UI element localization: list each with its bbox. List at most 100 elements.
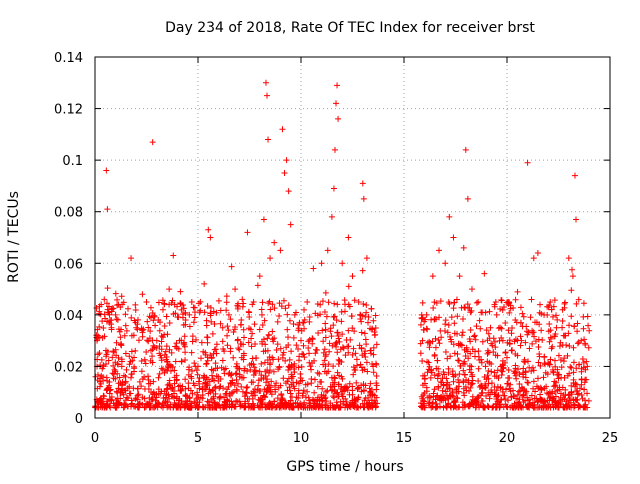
noise-point: [270, 368, 277, 375]
noise-point: [174, 313, 181, 320]
noise-point: [477, 401, 484, 408]
noise-point: [572, 383, 579, 390]
noise-point: [155, 374, 162, 381]
noise-point: [442, 348, 449, 355]
data-point: [530, 255, 537, 262]
noise-point: [110, 375, 117, 382]
noise-point: [502, 349, 509, 356]
noise-point: [331, 374, 338, 381]
noise-point: [172, 310, 179, 317]
noise-point: [166, 319, 173, 326]
noise-point: [338, 308, 345, 315]
noise-point: [367, 380, 374, 387]
noise-point: [182, 309, 189, 316]
noise-point: [358, 388, 365, 395]
data-point: [238, 317, 245, 324]
noise-point: [499, 306, 506, 313]
noise-point: [214, 401, 221, 408]
noise-point: [236, 373, 243, 380]
noise-point: [479, 309, 486, 316]
noise-point: [106, 390, 113, 397]
noise-point: [568, 382, 575, 389]
noise-point: [315, 404, 322, 411]
noise-point: [297, 370, 304, 377]
noise-point: [515, 388, 522, 395]
noise-point: [363, 309, 370, 316]
noise-point: [430, 393, 437, 400]
noise-point: [322, 353, 329, 360]
noise-point: [309, 336, 316, 343]
noise-point: [219, 357, 226, 364]
data-point: [139, 291, 146, 298]
noise-point: [197, 298, 204, 305]
noise-point: [271, 335, 278, 342]
noise-point: [534, 375, 541, 382]
noise-point: [579, 355, 586, 362]
noise-point: [523, 323, 530, 330]
noise-point: [116, 374, 123, 381]
noise-point: [545, 328, 552, 335]
noise-point: [298, 363, 305, 370]
noise-point: [115, 380, 122, 387]
noise-point: [285, 302, 292, 309]
noise-point: [323, 313, 330, 320]
noise-point: [196, 309, 203, 316]
noise-point: [431, 316, 438, 323]
noise-point: [373, 373, 380, 380]
noise-point: [548, 345, 555, 352]
noise-point: [239, 296, 246, 303]
noise-point: [188, 375, 195, 382]
noise-point: [327, 328, 334, 335]
noise-point: [266, 353, 273, 360]
noise-point: [509, 347, 516, 354]
noise-point: [131, 354, 138, 361]
noise-point: [467, 326, 474, 333]
noise-point: [549, 394, 556, 401]
noise-point: [311, 400, 318, 407]
noise-point: [222, 403, 229, 410]
noise-point: [115, 301, 122, 308]
noise-point: [338, 391, 345, 398]
noise-point: [511, 338, 518, 345]
noise-point: [291, 385, 298, 392]
noise-point: [104, 386, 111, 393]
noise-point: [361, 330, 368, 337]
noise-point: [468, 369, 475, 376]
noise-point: [145, 386, 152, 393]
noise-point: [580, 325, 587, 332]
noise-point: [324, 387, 331, 394]
noise-point: [172, 343, 179, 350]
data-point: [524, 159, 531, 166]
noise-point: [223, 299, 230, 306]
plot-frame: [94, 56, 611, 419]
noise-point: [492, 344, 499, 351]
noise-point: [115, 326, 122, 333]
noise-point: [541, 397, 548, 404]
noise-point: [227, 316, 234, 323]
y-tick-label: 0.08: [54, 206, 83, 221]
noise-point: [265, 401, 272, 408]
noise-point: [316, 370, 323, 377]
noise-point: [288, 375, 295, 382]
noise-point: [514, 352, 521, 359]
noise-point: [549, 313, 556, 320]
data-point: [133, 324, 140, 331]
noise-point: [347, 336, 354, 343]
noise-point: [253, 355, 260, 362]
noise-point: [497, 384, 504, 391]
noise-point: [489, 404, 496, 411]
noise-point: [290, 334, 297, 341]
noise-point: [269, 354, 276, 361]
noise-point: [549, 343, 556, 350]
noise-point: [183, 400, 190, 407]
noise-point: [485, 375, 492, 382]
noise-point: [526, 345, 533, 352]
noise-point: [152, 403, 159, 410]
data-point: [287, 221, 294, 228]
noise-point: [333, 339, 340, 346]
noise-point: [167, 404, 174, 411]
noise-point: [419, 299, 426, 306]
noise-point: [246, 325, 253, 332]
noise-point: [552, 383, 559, 390]
noise-point: [271, 305, 278, 312]
